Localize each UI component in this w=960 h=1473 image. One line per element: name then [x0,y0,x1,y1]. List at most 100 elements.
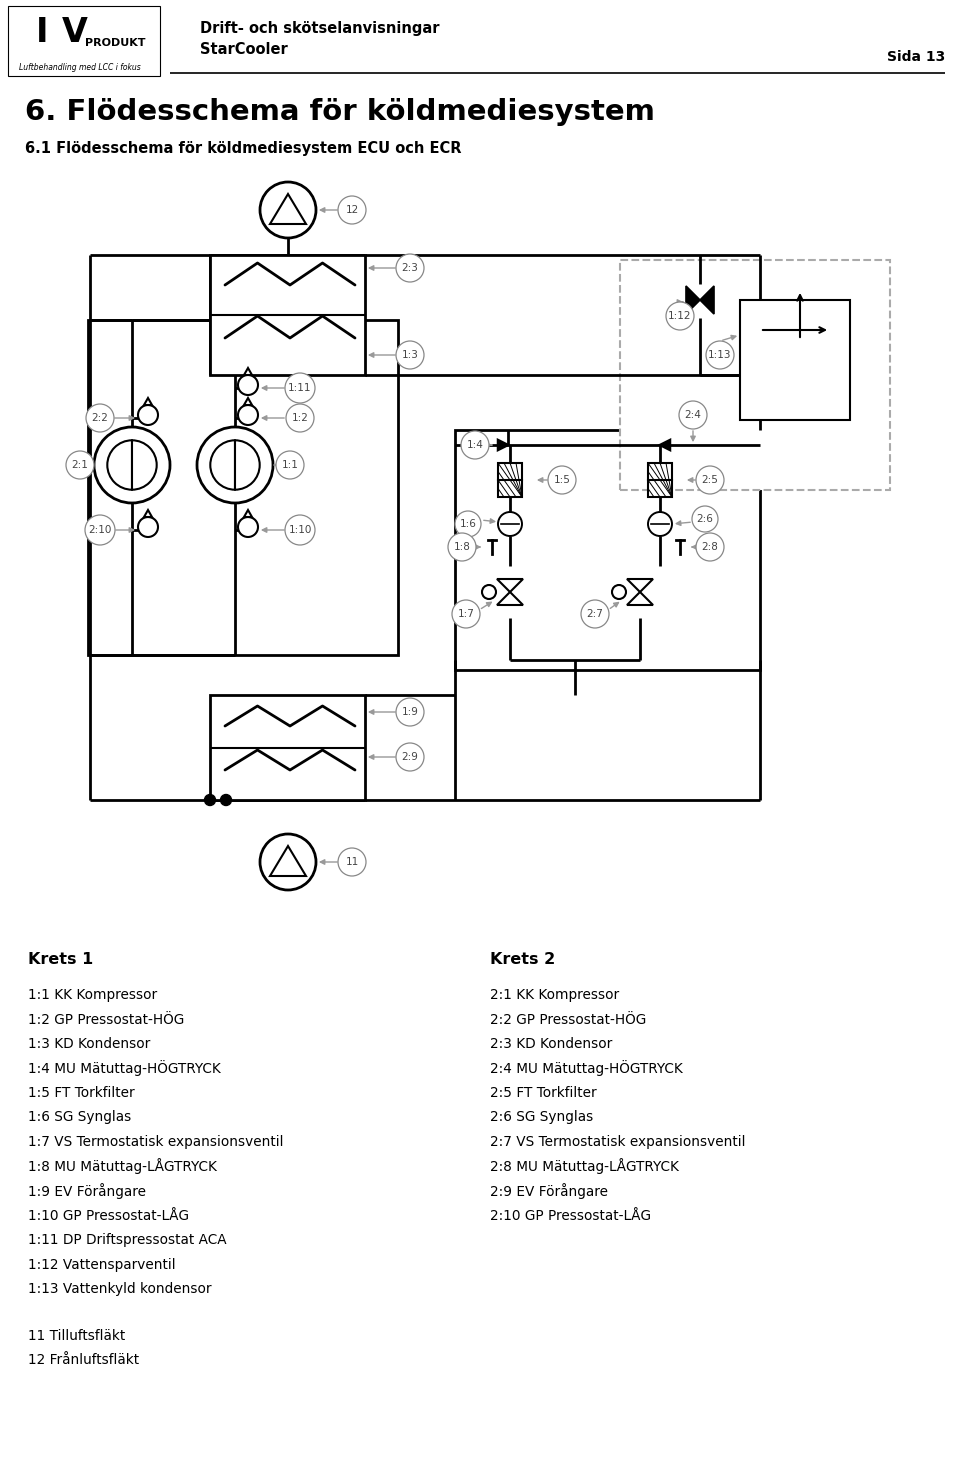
Text: 2:6 SG Synglas: 2:6 SG Synglas [490,1111,593,1124]
Circle shape [221,794,231,806]
Circle shape [238,517,258,538]
Text: 2:2 GP Pressostat-HÖG: 2:2 GP Pressostat-HÖG [490,1012,646,1027]
Bar [88,320,398,655]
Text: 1:6: 1:6 [460,518,476,529]
Polygon shape [244,510,252,517]
Circle shape [696,533,724,561]
Circle shape [338,848,366,876]
Bar [498,463,522,496]
Text: 2:8 MU Mätuttag-LÅGTRYCK: 2:8 MU Mätuttag-LÅGTRYCK [490,1159,679,1174]
Text: I: I [36,16,48,50]
Circle shape [285,516,315,545]
Circle shape [204,794,215,806]
Circle shape [396,342,424,370]
Circle shape [238,405,258,426]
Text: Krets 1: Krets 1 [28,953,93,968]
Circle shape [692,507,718,532]
Text: 1:4: 1:4 [467,440,484,449]
Circle shape [612,585,626,600]
Text: 1:9 EV Förångare: 1:9 EV Förångare [28,1183,146,1199]
Text: 1:4 MU Mätuttag-HÖGTRYCK: 1:4 MU Mätuttag-HÖGTRYCK [28,1061,221,1077]
Text: 1:1: 1:1 [281,460,299,470]
Bar [455,430,760,670]
Circle shape [138,405,158,426]
Bar [620,261,890,491]
Text: 2:7 VS Termostatisk expansionsventil: 2:7 VS Termostatisk expansionsventil [490,1136,746,1149]
Polygon shape [144,510,152,517]
Polygon shape [270,846,306,876]
Text: 1:1 KK Kompressor: 1:1 KK Kompressor [28,988,157,1002]
Circle shape [138,517,158,538]
Text: Sida 13: Sida 13 [887,50,945,63]
Polygon shape [660,440,670,449]
Bar [210,255,365,376]
Circle shape [396,698,424,726]
Polygon shape [686,286,700,314]
Text: 1:10 GP Pressostat-LÅG: 1:10 GP Pressostat-LÅG [28,1208,189,1223]
Polygon shape [244,368,252,376]
Circle shape [286,404,314,432]
Polygon shape [144,398,152,405]
Bar [648,463,672,496]
Polygon shape [498,440,508,449]
Text: 1:12: 1:12 [668,311,692,321]
Text: 1:6 SG Synglas: 1:6 SG Synglas [28,1111,132,1124]
Text: 1:5 FT Torkfilter: 1:5 FT Torkfilter [28,1086,134,1100]
Text: 1:5: 1:5 [554,474,570,485]
Text: Krets 2: Krets 2 [490,953,555,968]
Circle shape [498,513,522,536]
Text: 1:7: 1:7 [458,608,474,619]
Text: StarCooler: StarCooler [200,43,288,57]
Circle shape [581,600,609,627]
Text: PRODUKT: PRODUKT [84,38,145,49]
Bar [210,695,365,800]
Wedge shape [132,440,156,489]
Polygon shape [627,579,653,592]
Circle shape [482,585,496,600]
Text: 1:7 VS Termostatisk expansionsventil: 1:7 VS Termostatisk expansionsventil [28,1136,283,1149]
Circle shape [260,183,316,239]
Text: Drift- och skötselanvisningar: Drift- och skötselanvisningar [200,21,440,35]
Text: 2:8: 2:8 [702,542,718,552]
Polygon shape [497,579,523,592]
Circle shape [86,404,114,432]
Wedge shape [210,440,235,489]
Text: 11: 11 [346,857,359,868]
Text: 2:1 KK Kompressor: 2:1 KK Kompressor [490,988,619,1002]
Text: 1:8: 1:8 [453,542,470,552]
Circle shape [666,302,694,330]
Text: 2:4: 2:4 [684,409,702,420]
Text: 2:10 GP Pressostat-LÅG: 2:10 GP Pressostat-LÅG [490,1208,651,1223]
Circle shape [197,427,273,502]
Circle shape [648,513,672,536]
Circle shape [396,742,424,770]
Circle shape [85,516,115,545]
Circle shape [66,451,94,479]
Text: 1:13 Vattenkyld kondensor: 1:13 Vattenkyld kondensor [28,1282,211,1296]
Circle shape [285,373,315,404]
Text: 12 Frånluftsfläkt: 12 Frånluftsfläkt [28,1354,139,1367]
Circle shape [455,511,481,538]
Text: Luftbehandling med LCC i fokus: Luftbehandling med LCC i fokus [19,63,141,72]
Circle shape [679,401,707,429]
Text: 1:11 DP Driftspressostat ACA: 1:11 DP Driftspressostat ACA [28,1233,227,1248]
Polygon shape [270,194,306,224]
Circle shape [260,834,316,890]
Polygon shape [497,592,523,605]
Wedge shape [108,440,132,489]
Circle shape [448,533,476,561]
Text: 2:9: 2:9 [401,753,419,762]
Text: 1:12 Vattensparventil: 1:12 Vattensparventil [28,1258,176,1271]
Text: 11 Tilluftsfläkt: 11 Tilluftsfläkt [28,1329,125,1342]
Polygon shape [700,286,714,314]
Text: 6.1 Flödesschema för köldmediesystem ECU och ECR: 6.1 Flödesschema för köldmediesystem ECU… [25,140,462,156]
Text: 2:1: 2:1 [72,460,88,470]
Text: 1:11: 1:11 [288,383,312,393]
Text: 2:7: 2:7 [587,608,604,619]
Text: 1:3 KD Kondensor: 1:3 KD Kondensor [28,1037,151,1052]
Circle shape [396,253,424,281]
Circle shape [696,465,724,493]
Bar [740,300,850,420]
Text: 2:5: 2:5 [702,474,718,485]
Text: 1:3: 1:3 [401,351,419,359]
